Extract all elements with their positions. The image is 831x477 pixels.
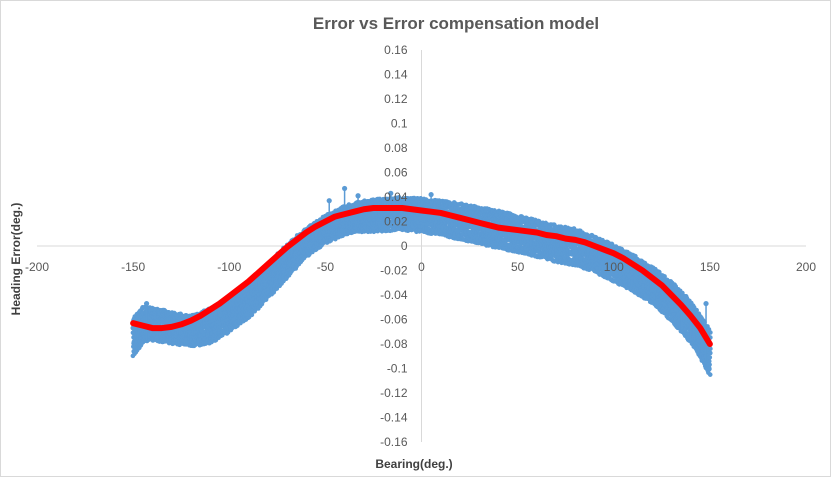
axes [37,50,806,442]
chart-title: Error vs Error compensation model [313,14,599,33]
measured-data-series [130,194,713,377]
